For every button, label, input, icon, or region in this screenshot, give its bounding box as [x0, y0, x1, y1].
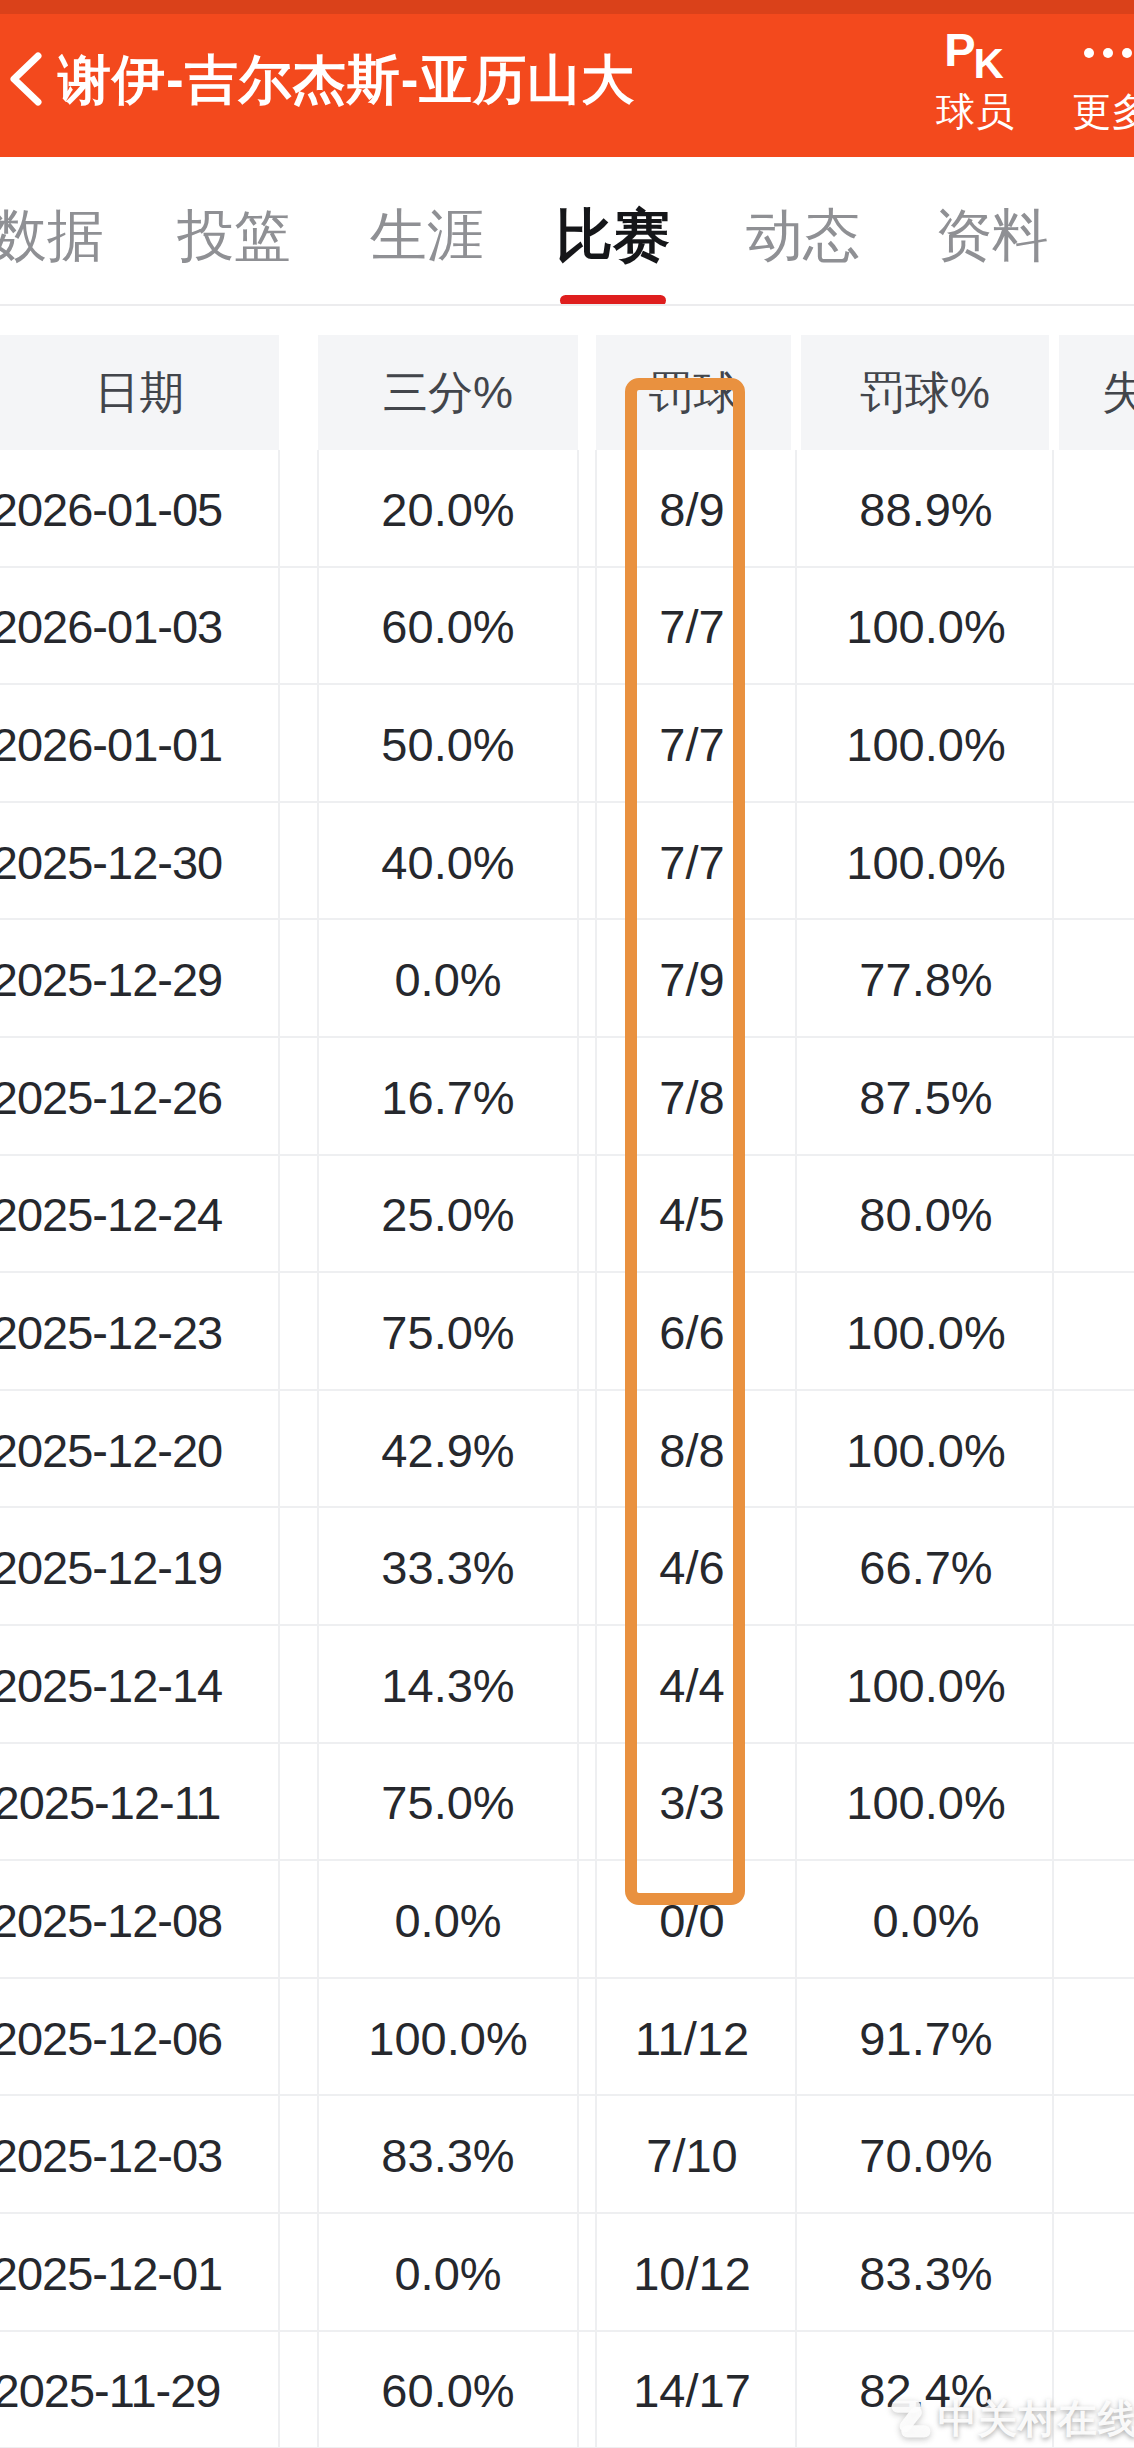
column-header-turnovers: 失误 [1059, 335, 1134, 450]
pk-icon: PK [925, 22, 1025, 84]
tab-profile[interactable]: 资料 [935, 204, 1049, 266]
pk-player-compare-button[interactable]: PK 球员 [925, 22, 1025, 134]
pk-button-label: 球员 [925, 90, 1025, 134]
column-header-3pt-pct: 三分% [318, 335, 578, 450]
column-header-ft-pct: 罚球% [801, 335, 1049, 450]
page-title: 谢伊-吉尔杰斯-亚历山大 [58, 48, 635, 112]
zol-logo-icon [888, 2396, 934, 2442]
tab-bar: 数据 投篮 生涯 比赛 动态 资料 [0, 157, 1134, 306]
tab-games[interactable]: 比赛 [556, 204, 670, 266]
ft-column-highlight-box [625, 378, 745, 1905]
watermark-text: 中关村在线 [938, 2392, 1134, 2446]
tabbar-divider [0, 304, 1134, 306]
watermark: 中关村在线 [888, 2392, 1134, 2446]
tab-shots[interactable]: 投篮 [177, 204, 291, 266]
more-button[interactable]: 更多 [1072, 22, 1134, 134]
column-header-date: 日期 [0, 335, 279, 450]
tab-news[interactable]: 动态 [746, 204, 860, 266]
statusbar-tint [0, 0, 1134, 14]
tab-data[interactable]: 数据 [0, 204, 104, 266]
player-games-page: 谢伊-吉尔杰斯-亚历山大 PK 球员 更多 数据 投篮 生涯 比赛 动态 资料 … [0, 0, 1134, 2448]
more-button-label: 更多 [1072, 90, 1134, 134]
app-header: 谢伊-吉尔杰斯-亚历山大 PK 球员 更多 [0, 0, 1134, 157]
ellipsis-icon [1072, 22, 1134, 84]
back-icon[interactable] [4, 50, 48, 108]
table-gridlines [0, 450, 1134, 2448]
tab-career[interactable]: 生涯 [370, 204, 484, 266]
